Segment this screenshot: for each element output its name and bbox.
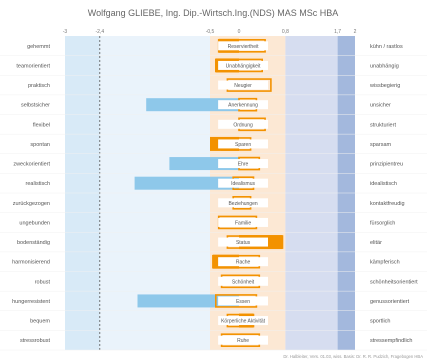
row-3: Anerkennung selbstsicher unsicher: [0, 97, 427, 115]
row-12: Schönheit robust schönheitsorientiert: [0, 274, 427, 292]
axis-tick-label: -0,5: [206, 29, 215, 35]
row-right-label: kühn / rastlos: [370, 44, 403, 50]
row-10: Status bodenständig elitär: [0, 235, 427, 253]
rows-layer: Reserviertheit gehemmt kühn / rastlos Unabh…: [0, 38, 427, 351]
row-4: Ordnung flexibel strukturiert: [0, 117, 427, 135]
row-left-label: bequem: [30, 319, 50, 325]
row-right-label: wissbegierig: [369, 83, 400, 89]
center-label-box: [218, 159, 268, 169]
row-center-label: Familie: [235, 220, 251, 226]
row-left-label: ungebunden: [19, 220, 50, 226]
row-right-label: kämpferisch: [370, 260, 400, 266]
center-label-box: [218, 139, 268, 149]
row-left-label: realistisch: [26, 181, 50, 187]
center-label-box: [218, 237, 268, 247]
row-0: Reserviertheit gehemmt kühn / rastlos: [0, 38, 427, 56]
row-left-label: gehemmt: [27, 44, 50, 50]
row-center-label: Ruhe: [237, 338, 249, 344]
row-center-label: Reserviertheit: [228, 44, 259, 50]
row-center-label: Ehre: [238, 162, 249, 168]
center-label-box: [218, 60, 268, 70]
chart-title: Wolfgang GLIEBE, Ing. Dip.-Wirtsch.Ing.(…: [88, 8, 338, 18]
row-left-label: bodenständig: [17, 240, 50, 246]
row-left-label: zweckorientiert: [13, 162, 50, 168]
row-8: Beziehungen zurückgezogen kontaktfreudig: [0, 196, 427, 213]
row-center-label: Essen: [236, 299, 250, 305]
row-right-label: stressempfindlich: [370, 338, 413, 344]
center-label-box: [218, 335, 268, 345]
row-left-label: robust: [35, 279, 51, 285]
row-center-label: Körperliche Aktivität: [221, 319, 266, 325]
center-label-box: [218, 296, 268, 306]
row-center-label: Beziehungen: [228, 201, 257, 207]
row-center-label: Rache: [236, 260, 251, 266]
row-center-label: Ordnung: [233, 122, 253, 128]
row-center-label: Schönheit: [232, 279, 255, 285]
center-label-box: [218, 41, 268, 51]
row-left-label: spontan: [30, 142, 50, 148]
row-right-label: genussorientiert: [370, 299, 410, 305]
center-label-box: [218, 80, 268, 90]
axis-tick-label: 0: [238, 29, 241, 35]
center-label-box: [218, 276, 268, 286]
row-right-label: schönheitsorientiert: [370, 279, 418, 285]
row-left-label: hungerresistent: [12, 299, 50, 305]
blue-bar: [134, 176, 239, 190]
row-15: Ruhe stressrobust stressempfindlich: [0, 333, 427, 351]
row-left-label: selbstsicher: [21, 103, 50, 109]
center-label-box: [218, 119, 268, 129]
center-label-box: [218, 257, 268, 267]
row-center-label: Anerkennung: [228, 103, 258, 109]
center-label-box: [218, 198, 268, 208]
row-1: Unabhängigkeit teamorientiert unabhängig: [0, 58, 427, 76]
row-center-label: Unabhängigkeit: [226, 63, 261, 69]
row-13: Essen hungerresistent genussorientiert: [0, 294, 427, 311]
row-right-label: fürsorglich: [370, 220, 395, 226]
row-right-label: kontaktfreudig: [370, 201, 405, 207]
row-right-label: unsicher: [370, 103, 391, 109]
axis-tick-label: 0,8: [282, 29, 289, 35]
row-left-label: stressrobust: [20, 338, 50, 344]
row-5: Sparen spontan sparsam: [0, 136, 427, 154]
row-right-label: prinzipientreu: [370, 162, 403, 168]
blue-bar: [146, 98, 239, 112]
row-center-label: Sparen: [235, 142, 251, 148]
row-2: Neugier praktisch wissbegierig: [0, 78, 427, 96]
row-right-label: strukturiert: [370, 122, 396, 128]
chart-footer: Dr. Halbleiter, Vers. 01.03, wiss. Basis…: [283, 354, 423, 359]
row-left-label: harmonisierend: [12, 260, 50, 266]
row-right-label: sparsam: [370, 142, 392, 148]
row-center-label: Idealismus: [231, 181, 255, 187]
row-right-label: elitär: [370, 240, 382, 246]
center-label-box: [218, 178, 268, 188]
axis-ticks: -3 -2,4 -0,5 0 0,8 1,7 2: [63, 29, 357, 35]
row-center-label: Neugier: [234, 83, 252, 89]
row-right-label: unabhängig: [370, 63, 399, 69]
row-left-label: zurückgezogen: [13, 201, 50, 207]
row-right-label: sportlich: [370, 319, 390, 325]
center-label-box: [218, 100, 268, 110]
row-9: Familie ungebunden fürsorglich: [0, 215, 427, 233]
axis-tick-label: 1,7: [334, 29, 341, 35]
row-7: Idealismus realistisch idealistisch: [0, 176, 427, 194]
axis-tick-label: 2: [354, 29, 357, 35]
blue-bar: [137, 294, 239, 308]
row-14: Körperliche Aktivität bequem sportlich: [0, 313, 427, 331]
axis-tick-label: -2,4: [95, 29, 104, 35]
center-label-box: [218, 316, 268, 326]
row-center-label: Status: [236, 240, 251, 246]
center-label-box: [218, 217, 268, 227]
row-left-label: teamorientiert: [16, 63, 50, 69]
axis-tick-label: -3: [63, 29, 68, 35]
row-left-label: flexibel: [33, 122, 50, 128]
row-right-label: idealistisch: [370, 181, 397, 187]
row-6: Ehre zweckorientiert prinzipientreu: [0, 156, 427, 174]
row-11: Rache harmonisierend kämpferisch: [0, 254, 427, 272]
row-left-label: praktisch: [28, 83, 50, 89]
